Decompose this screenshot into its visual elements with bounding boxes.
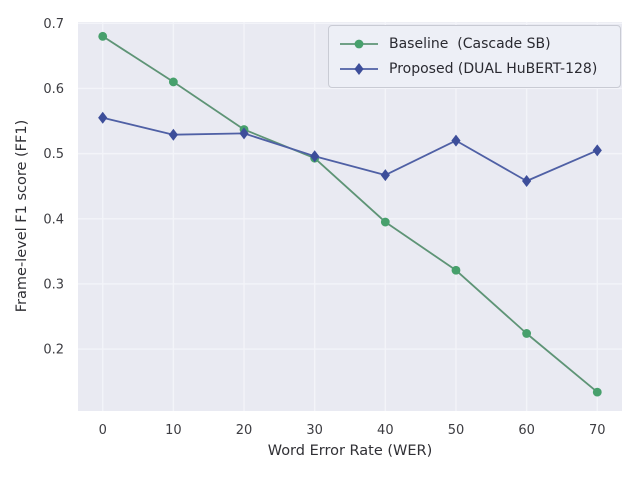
- x-tick-label: 10: [165, 423, 182, 438]
- proposed-markers: [98, 111, 602, 187]
- baseline-data-point: [451, 265, 461, 275]
- proposed-data-point: [380, 169, 390, 182]
- proposed-data-point: [522, 174, 532, 187]
- baseline-data-point: [98, 31, 108, 41]
- x-tick-label: 20: [236, 423, 253, 438]
- baseline-line: [101, 35, 599, 394]
- proposed-data-point: [98, 111, 108, 124]
- baseline-key-marker: [354, 39, 364, 49]
- baseline-data-point: [168, 77, 178, 87]
- y-tick-label: 0.7: [43, 17, 64, 32]
- y-axis-label: Frame-level F1 score (FF1): [14, 119, 30, 313]
- proposed-key-icon: [340, 62, 378, 75]
- baseline-data-point: [592, 387, 602, 397]
- proposed-key-marker: [354, 62, 364, 75]
- legend-item-baseline: Baseline (Cascade SB): [338, 36, 612, 52]
- proposed-data-point: [310, 150, 320, 163]
- x-axis-label: Word Error Rate (WER): [267, 443, 433, 459]
- proposed-line: [101, 116, 599, 182]
- y-tick-label: 0.4: [43, 212, 64, 227]
- x-tick-label: 30: [306, 423, 323, 438]
- legend: Baseline (Cascade SB) Proposed (DUAL HuB…: [328, 25, 621, 88]
- legend-label-proposed: Proposed (DUAL HuBERT-128): [389, 60, 598, 77]
- x-tick-label: 60: [518, 423, 535, 438]
- baseline-key-icon: [340, 39, 378, 49]
- proposed-data-point: [592, 144, 602, 157]
- baseline-data-point: [522, 329, 532, 338]
- legend-label-baseline: Baseline (Cascade SB): [389, 36, 551, 53]
- legend-item-proposed: Proposed (DUAL HuBERT-128): [338, 61, 612, 77]
- x-tick-label: 50: [448, 423, 465, 438]
- baseline-data-point: [380, 217, 390, 227]
- proposed-data-point: [239, 127, 249, 140]
- x-tick-label: 0: [99, 423, 107, 438]
- x-tick-label: 40: [377, 423, 394, 438]
- y-tick-label: 0.5: [43, 147, 64, 162]
- y-tick-label: 0.3: [43, 277, 64, 292]
- proposed-data-point: [451, 134, 461, 147]
- y-tick-label: 0.2: [43, 343, 64, 358]
- y-tick-label: 0.6: [43, 82, 64, 97]
- proposed-data-point: [168, 128, 178, 141]
- x-tick-label: 70: [589, 423, 606, 438]
